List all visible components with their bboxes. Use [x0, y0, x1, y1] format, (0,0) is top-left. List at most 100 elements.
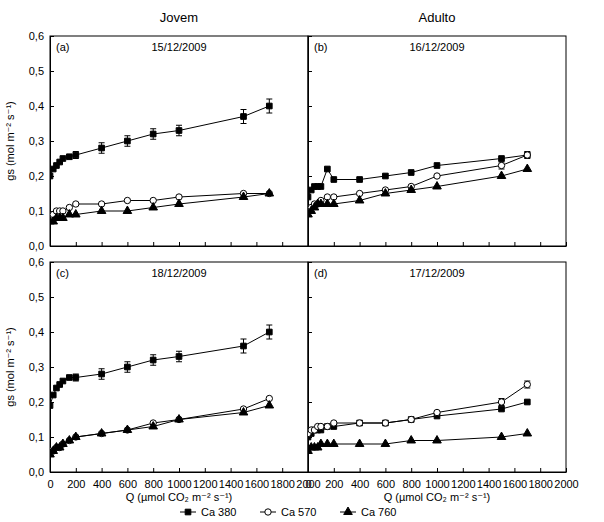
series [50, 401, 274, 457]
x-tick-mark [411, 468, 412, 472]
y-tick-mark [308, 367, 312, 368]
error-bar [524, 152, 530, 159]
x-tick: 2000 [554, 468, 578, 490]
marker [524, 152, 530, 158]
x-tick-mark [102, 468, 103, 472]
marker [73, 152, 79, 158]
error-bar [241, 339, 247, 353]
error-bar [124, 362, 130, 373]
column-title: Jovem [160, 10, 198, 25]
marker [175, 199, 184, 206]
error-bar-cap [176, 125, 182, 126]
legend-item: Ca 380 [180, 506, 236, 518]
x-tick-mark [360, 468, 361, 472]
marker [523, 164, 532, 171]
x-tick-mark [514, 242, 515, 246]
error-bar [241, 110, 247, 124]
series-line [308, 434, 527, 452]
x-axis: 0200400600800100012001400160018002000 [47, 468, 320, 490]
x-axis-line [309, 472, 567, 473]
x-tick-label: 1400 [219, 478, 243, 490]
marker [356, 420, 362, 426]
x-tick-label: 200 [325, 478, 343, 490]
marker [67, 154, 73, 160]
series [308, 152, 530, 200]
y-tick [308, 176, 312, 177]
series [308, 429, 532, 454]
plot-frame [50, 262, 308, 472]
marker [434, 409, 440, 415]
x-tick-label: 0 [47, 478, 53, 490]
marker [123, 425, 132, 432]
marker [357, 177, 363, 183]
marker [176, 128, 182, 134]
marker [381, 189, 390, 196]
marker [434, 163, 440, 169]
x-tick: 200 [325, 468, 343, 490]
series [308, 399, 530, 440]
x-tick [489, 242, 490, 246]
marker [266, 329, 272, 335]
marker [408, 417, 414, 423]
marker [176, 354, 182, 360]
x-tick [102, 242, 103, 246]
marker [497, 432, 506, 439]
x-tick-label: 1600 [245, 478, 269, 490]
marker [265, 189, 274, 196]
marker [408, 170, 414, 176]
error-bar-cap [150, 354, 156, 355]
plot-frame [50, 36, 308, 246]
error-bar-cap [241, 109, 247, 110]
x-tick: 400 [93, 468, 111, 490]
marker [149, 422, 158, 429]
x-tick [514, 242, 515, 246]
x-tick-mark [540, 468, 541, 472]
y-tick [308, 402, 312, 403]
marker [72, 432, 81, 439]
x-tick-label: 1400 [477, 478, 501, 490]
marker [241, 114, 247, 120]
y-tick [308, 106, 312, 107]
x-axis [309, 242, 567, 247]
marker [150, 131, 156, 137]
y-tick-label: 0,5 [29, 65, 44, 77]
panel: 0,00,10,20,30,40,50,6Jovem15/12/2009(a)g… [4, 10, 309, 252]
error-bar-cap [150, 139, 156, 140]
legend: Ca 380Ca 570Ca 760 [180, 506, 396, 518]
y-tick-mark [50, 141, 54, 142]
plot-area [308, 152, 532, 217]
series [308, 381, 530, 437]
error-bar-cap [266, 113, 272, 114]
marker [407, 436, 416, 443]
x-tick-mark [489, 468, 490, 472]
series [308, 164, 532, 217]
x-tick [153, 242, 154, 246]
x-tick [282, 242, 283, 246]
error-bar [524, 381, 530, 388]
error-bar-cap [176, 361, 182, 362]
x-tick-mark [179, 468, 180, 472]
x-tick-mark [205, 468, 206, 472]
x-tick-label: 400 [93, 478, 111, 490]
y-axis-title: gs (mol m⁻² s⁻¹) [4, 101, 16, 180]
y-tick-mark [50, 71, 54, 72]
error-bar [266, 99, 272, 113]
x-tick-mark [334, 468, 335, 472]
y-tick: 0,5 [29, 65, 54, 77]
x-tick [76, 242, 77, 246]
error-bar-cap [150, 128, 156, 129]
marker [498, 399, 504, 405]
marker [239, 408, 248, 415]
marker [433, 436, 442, 443]
x-tick-label: 200 [67, 478, 85, 490]
x-tick-mark [437, 468, 438, 472]
y-axis-title: gs (mol m⁻² s⁻¹) [4, 327, 16, 406]
y-tick: 0,5 [29, 291, 54, 303]
error-bar-cap [150, 365, 156, 366]
series-line [50, 332, 269, 406]
x-tick: 600 [119, 468, 137, 490]
x-axis-line [51, 472, 309, 473]
y-tick [308, 246, 312, 247]
series-line [308, 385, 527, 434]
error-bar [266, 325, 272, 339]
